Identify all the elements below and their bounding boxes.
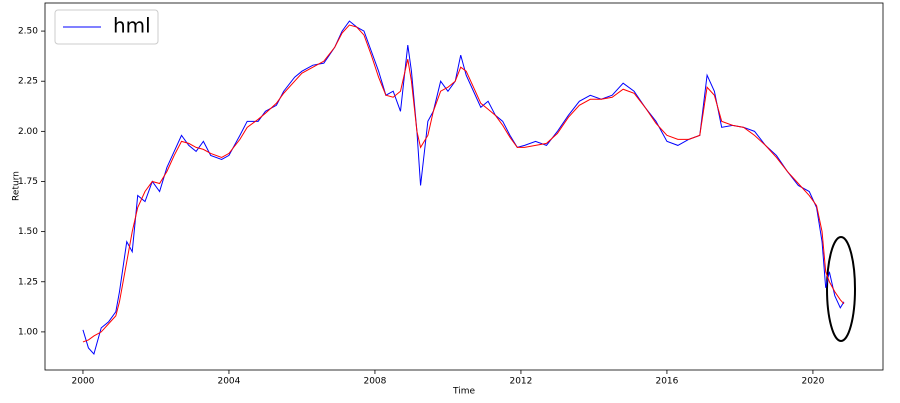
- legend-box: [54, 9, 159, 45]
- y-tick-label: 1.75: [18, 177, 38, 187]
- x-tick-label: 2020: [801, 377, 824, 387]
- highlight-ellipse: [826, 236, 856, 342]
- y-tick-label: 1.25: [18, 277, 38, 287]
- x-tick-label: 2016: [655, 377, 678, 387]
- legend-label: hml: [113, 14, 151, 38]
- y-tick-label: 1.50: [18, 227, 38, 237]
- x-tick-label: 2004: [217, 377, 240, 387]
- series-line: [82, 24, 845, 343]
- y-tick-label: 1.00: [18, 327, 38, 337]
- x-tick-label: 2012: [509, 377, 532, 387]
- y-axis-label: Return: [12, 171, 22, 201]
- series-line: [82, 20, 845, 355]
- y-tick-label: 2.25: [18, 77, 38, 87]
- y-tick-label: 2.50: [18, 27, 38, 37]
- y-tick-label: 2.00: [18, 127, 38, 137]
- x-tick-label: 2008: [363, 377, 386, 387]
- plot-frame: [44, 2, 884, 371]
- x-tick-label: 2000: [72, 377, 95, 387]
- x-axis-label: Time: [452, 387, 475, 397]
